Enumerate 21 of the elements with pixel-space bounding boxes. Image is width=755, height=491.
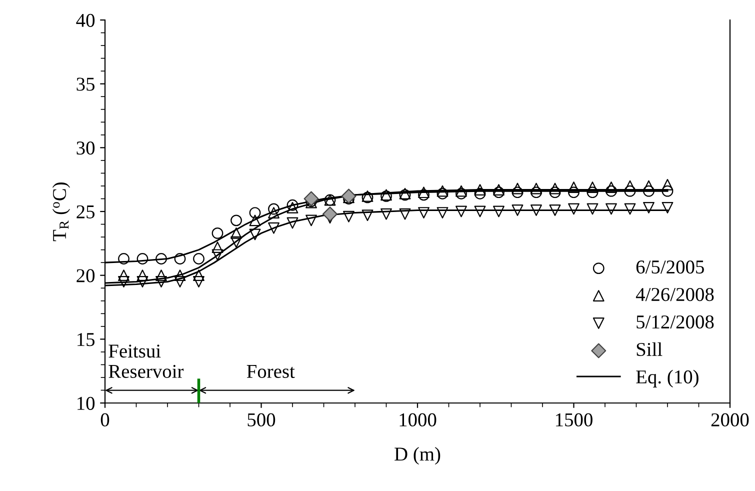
legend-label: 5/12/2008 xyxy=(636,315,714,329)
x-tick-label: 500 xyxy=(248,413,276,426)
x-tick-label: 2000 xyxy=(711,413,749,426)
y-tick-label: 25 xyxy=(76,205,95,218)
y-tick-label: 10 xyxy=(78,396,95,410)
x-tick-label: 1500 xyxy=(556,413,592,426)
y-tick-label: 30 xyxy=(76,141,95,155)
annotation: Forest xyxy=(246,365,295,378)
x-tick-label: 1000 xyxy=(400,413,436,426)
annotation: Feitsui Reservoir xyxy=(108,344,184,378)
x-tick-label: 0 xyxy=(100,413,110,426)
legend-label: 4/26/2008 xyxy=(636,288,714,302)
y-tick-label: 15 xyxy=(78,333,95,346)
legend-label: Sill xyxy=(636,342,662,356)
y-axis-title: T$_{R}$ ($^{o}$C) xyxy=(52,182,70,242)
legend-label: Eq. (10) xyxy=(636,370,698,388)
y-tick-label: 35 xyxy=(76,78,95,91)
legend-label: 6/5/2005 xyxy=(636,260,704,274)
y-tick-label: 20 xyxy=(76,269,95,282)
x-axis-title: D (m) xyxy=(394,447,440,465)
y-tick-label: 40 xyxy=(76,14,95,27)
